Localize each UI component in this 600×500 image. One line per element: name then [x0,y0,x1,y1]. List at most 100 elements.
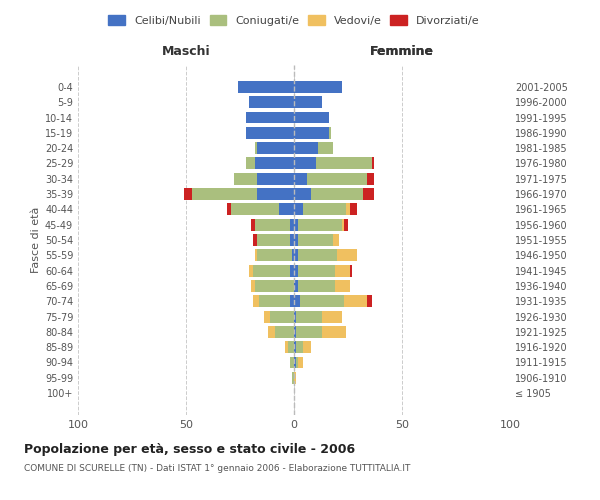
Bar [264,310,270,322]
Bar [294,372,296,384]
Bar [232,204,279,216]
Bar [294,234,298,246]
Bar [294,326,296,338]
Text: Femmine: Femmine [370,45,434,58]
Bar [286,341,287,353]
Bar [287,341,294,353]
Bar [255,142,257,154]
Bar [296,341,302,353]
Bar [316,158,372,170]
Bar [298,356,302,368]
Bar [255,218,290,230]
Bar [290,356,294,368]
Bar [259,296,290,307]
Bar [302,341,311,353]
Bar [248,96,294,108]
Bar [257,142,294,154]
Bar [247,127,294,139]
Bar [238,81,294,93]
Bar [294,204,302,216]
Bar [253,296,259,307]
Bar [294,112,329,124]
Bar [335,264,350,276]
Bar [253,234,257,246]
Bar [344,296,367,307]
Bar [318,142,333,154]
Bar [294,310,296,322]
Bar [301,296,344,307]
Bar [294,96,322,108]
Bar [279,204,294,216]
Bar [255,250,257,262]
Bar [294,142,318,154]
Bar [341,218,344,230]
Bar [294,188,311,200]
Y-axis label: Fasce di età: Fasce di età [31,207,41,273]
Bar [296,326,322,338]
Bar [367,296,372,307]
Bar [296,356,298,368]
Bar [363,188,374,200]
Bar [294,280,298,292]
Bar [294,158,316,170]
Bar [294,356,296,368]
Bar [298,218,341,230]
Bar [311,188,363,200]
Bar [268,326,275,338]
Bar [298,234,333,246]
Bar [322,310,341,322]
Bar [294,81,341,93]
Bar [372,158,374,170]
Bar [294,218,298,230]
Bar [290,218,294,230]
Bar [346,204,350,216]
Text: Femmine: Femmine [370,45,434,58]
Legend: Celibi/Nubili, Coniugati/e, Vedovi/e, Divorziati/e: Celibi/Nubili, Coniugati/e, Vedovi/e, Di… [104,10,484,30]
Bar [251,280,255,292]
Bar [322,326,346,338]
Bar [270,310,294,322]
Text: COMUNE DI SCURELLE (TN) - Dati ISTAT 1° gennaio 2006 - Elaborazione TUTTITALIA.I: COMUNE DI SCURELLE (TN) - Dati ISTAT 1° … [24,464,410,473]
Bar [294,341,296,353]
Bar [255,280,294,292]
Bar [247,158,255,170]
Bar [337,250,356,262]
Bar [344,218,348,230]
Bar [251,218,255,230]
Bar [290,296,294,307]
Bar [302,204,346,216]
Bar [184,188,193,200]
Bar [290,264,294,276]
Bar [257,234,290,246]
Bar [329,127,331,139]
Bar [333,234,340,246]
Bar [248,264,253,276]
Bar [290,234,294,246]
Bar [294,127,329,139]
Bar [255,158,294,170]
Bar [247,112,294,124]
Bar [292,250,294,262]
Bar [298,264,335,276]
Bar [298,280,335,292]
Bar [233,173,257,184]
Bar [227,204,232,216]
Bar [294,264,298,276]
Bar [367,173,374,184]
Bar [335,280,350,292]
Bar [294,296,301,307]
Bar [350,264,352,276]
Text: Popolazione per età, sesso e stato civile - 2006: Popolazione per età, sesso e stato civil… [24,442,355,456]
Bar [292,372,294,384]
Bar [307,173,367,184]
Bar [298,250,337,262]
Bar [257,188,294,200]
Text: Maschi: Maschi [161,45,211,58]
Bar [296,310,322,322]
Bar [253,264,290,276]
Bar [294,173,307,184]
Bar [294,250,298,262]
Bar [193,188,257,200]
Bar [257,250,292,262]
Bar [350,204,356,216]
